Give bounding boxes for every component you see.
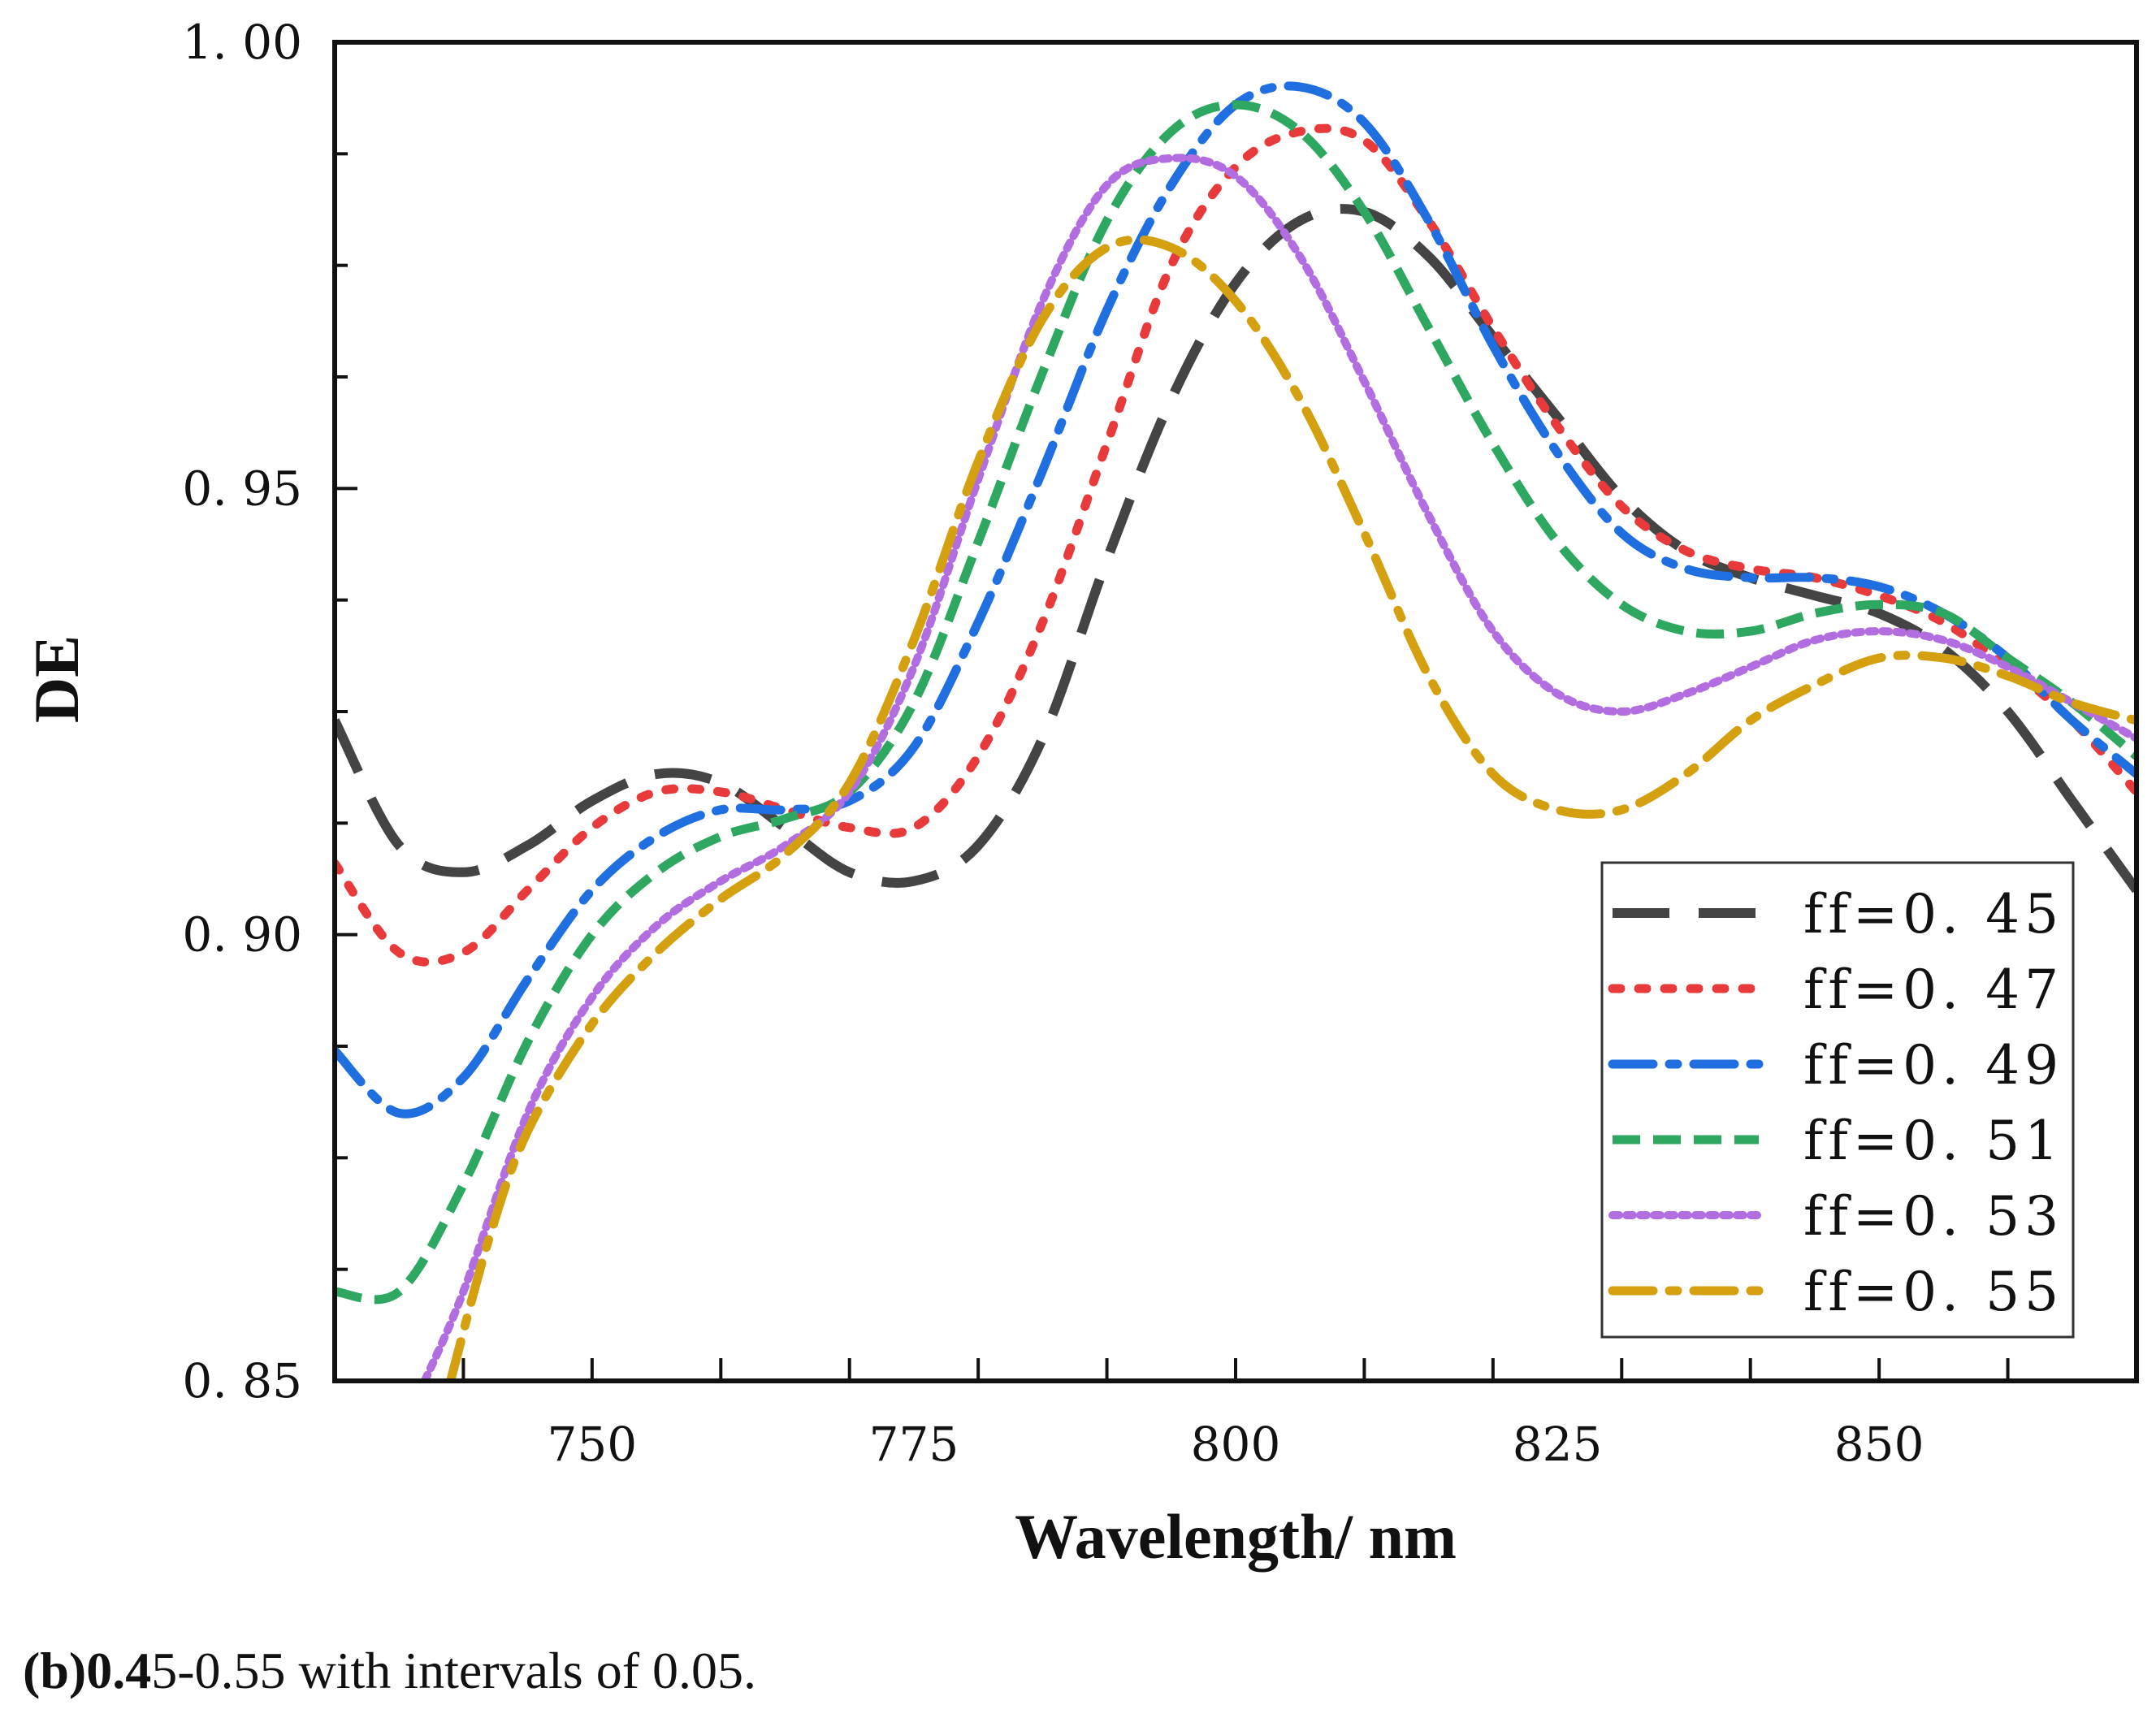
legend-label: ff=0. 47: [1803, 959, 2063, 1021]
series-line-4: [335, 100, 2137, 1305]
x-tick-label: 800: [1191, 1417, 1281, 1472]
x-tick-labels: 750 775 800 825 850: [547, 1417, 1924, 1472]
x-tick-label: 850: [1834, 1417, 1924, 1472]
series-line-3: [335, 81, 2137, 1119]
x-tick-label: 750: [547, 1417, 637, 1472]
y-tick-label: 0. 95: [182, 461, 302, 516]
legend: ff=0. 45 ff=0. 47 ff=0. 49 ff=0. 51 ff=0. 53…: [1600, 861, 2075, 1339]
x-tick-label: 775: [869, 1417, 959, 1472]
figure-caption: (b)0.45-0.55 with intervals of 0.05.: [23, 1641, 756, 1701]
series-line-2: [335, 123, 2137, 967]
y-tick-label: 0. 90: [182, 907, 302, 963]
y-tick-labels: 0. 85 0. 90 0. 95 1. 00: [182, 15, 302, 1409]
legend-label: ff=0. 49: [1803, 1034, 2063, 1097]
legend-box: [1600, 861, 2075, 1339]
series-line-1: [335, 204, 2137, 894]
caption-text: 5-0.55 with intervals of 0.05.: [151, 1642, 756, 1699]
legend-label: ff=0. 53: [1803, 1185, 2063, 1248]
legend-label: ff=0. 51: [1803, 1110, 2063, 1172]
x-axis-title: Wavelength/ nm: [1015, 1501, 1457, 1572]
axis-ticks: [333, 41, 2138, 1383]
caption-bold-part: (b)0.4: [23, 1642, 152, 1699]
y-tick-label: 0. 85: [182, 1353, 302, 1409]
x-tick-label: 825: [1513, 1417, 1603, 1472]
series-line-6: [446, 235, 2137, 1381]
y-axis-title: DE: [21, 635, 92, 723]
y-tick-label: 1. 00: [182, 15, 302, 70]
series-line-5: [420, 154, 2137, 1381]
series-lines: [335, 81, 2137, 1381]
legend-label: ff=0. 55: [1803, 1261, 2063, 1323]
plot-frame: [332, 40, 2139, 1383]
legend-label: ff=0. 45: [1803, 883, 2063, 946]
